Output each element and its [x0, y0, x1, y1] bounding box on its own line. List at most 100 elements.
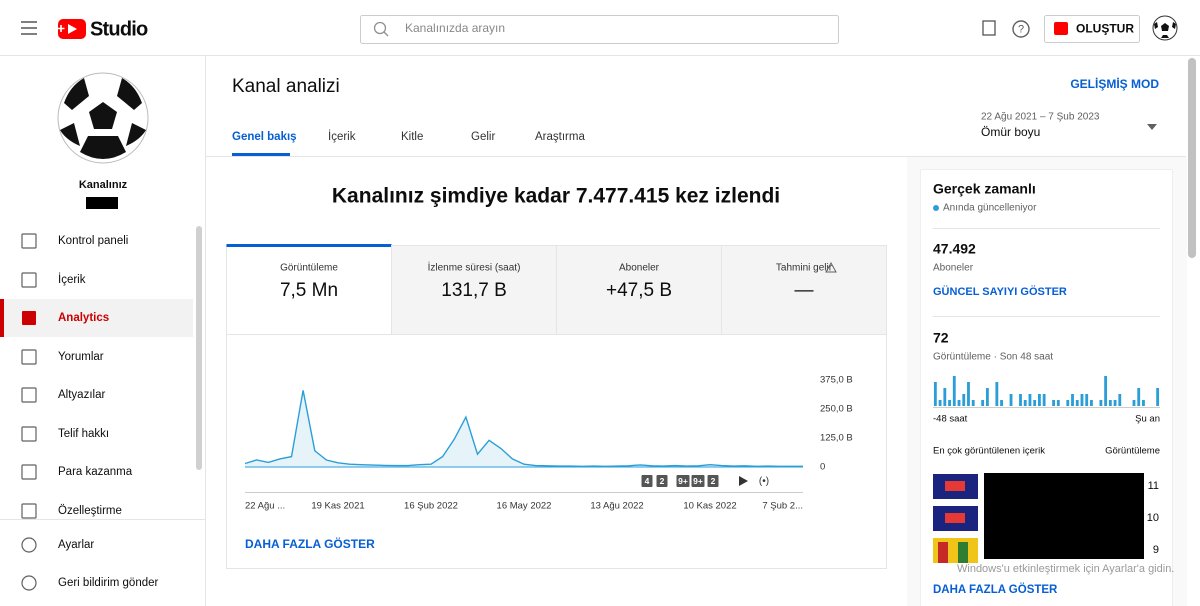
- realtime-show-more[interactable]: DAHA FAZLA GÖSTER: [933, 583, 1058, 596]
- chart-badge-label: 9+: [678, 476, 688, 486]
- nav-icon[interactable]: [21, 426, 37, 442]
- bar: [1108, 400, 1112, 406]
- chart-badge[interactable]: [676, 475, 690, 487]
- metric-card[interactable]: [556, 245, 722, 335]
- search-placeholder[interactable]: Kanalınızda arayın: [405, 21, 505, 35]
- chart-badge[interactable]: [707, 475, 719, 487]
- live-marker[interactable]: (•): [759, 476, 769, 487]
- bar: [938, 400, 942, 406]
- bar: [943, 388, 947, 406]
- tab[interactable]: Gelir: [471, 131, 495, 143]
- thumbnails[interactable]: [933, 474, 978, 563]
- redacted: [86, 197, 118, 209]
- x-tick-label: 10 Kas 2022: [683, 501, 736, 512]
- x-tick-label: -48 saat: [933, 414, 968, 425]
- period-dropdown[interactable]: [1147, 124, 1157, 130]
- nav-icon[interactable]: [21, 537, 37, 553]
- nav-item[interactable]: Altyazılar: [58, 389, 105, 401]
- chart-badge[interactable]: [641, 475, 653, 487]
- nav-item[interactable]: Analytics: [58, 312, 109, 324]
- avatar-small[interactable]: [1152, 15, 1178, 41]
- watermark: Windows'u etkinleştirmek için Ayarlar'a …: [957, 563, 1174, 575]
- bar: [1113, 400, 1117, 406]
- create-label[interactable]: OLUŞTUR: [1076, 22, 1134, 36]
- chart-badge[interactable]: [656, 475, 668, 487]
- advanced-mode[interactable]: GELİŞMİŞ MOD: [1070, 76, 1159, 91]
- nav-icon[interactable]: [21, 349, 37, 365]
- bar: [1009, 394, 1013, 406]
- nav-icon[interactable]: [21, 387, 37, 403]
- realtime-status: Anında güncelleniyor: [943, 203, 1037, 214]
- bar: [1028, 394, 1032, 406]
- nav-icon[interactable]: [21, 464, 37, 480]
- bar: [1132, 400, 1136, 406]
- bar: [952, 376, 956, 406]
- nav-icon[interactable]: [21, 233, 37, 249]
- tab[interactable]: Kitle: [401, 131, 423, 143]
- date-range[interactable]: 22 Ağu 2021 – 7 Şub 2023: [981, 112, 1100, 123]
- chart-badge-label: 9+: [693, 476, 703, 486]
- metric-card[interactable]: [721, 245, 887, 335]
- x-tick-label: 13 Ağu 2022: [590, 501, 643, 512]
- show-more[interactable]: DAHA FAZLA GÖSTER: [245, 536, 375, 551]
- nav-item[interactable]: Yorumlar: [58, 351, 104, 363]
- x-tick-label: Şu an: [1135, 414, 1160, 425]
- search-icon-handle: [383, 31, 389, 37]
- nav-item[interactable]: Para kazanma: [58, 466, 133, 478]
- nav-item[interactable]: Geri bildirim gönder: [58, 577, 159, 589]
- bar: [1142, 400, 1145, 406]
- scrollbar[interactable]: [1188, 58, 1196, 258]
- nav-icon[interactable]: [21, 272, 37, 288]
- bar: [1156, 388, 1160, 406]
- bar: [1023, 400, 1027, 406]
- top-content-value: 11: [1148, 480, 1159, 492]
- tab[interactable]: İçerik: [328, 130, 356, 143]
- bar: [971, 400, 975, 406]
- y-tick-label: 125,0 B: [820, 433, 853, 444]
- nav-item[interactable]: Kontrol paneli: [58, 235, 128, 247]
- x-tick-label: 19 Kas 2021: [311, 501, 364, 512]
- tab[interactable]: Araştırma: [535, 131, 585, 143]
- bar: [967, 382, 970, 406]
- y-tick-label: 250,0 B: [820, 404, 853, 415]
- bar: [1066, 400, 1070, 406]
- nav-icon[interactable]: [21, 575, 37, 591]
- play-marker[interactable]: [739, 476, 748, 486]
- nav-item[interactable]: Özelleştirme: [58, 505, 122, 517]
- create-button[interactable]: [1044, 15, 1140, 43]
- subtitles-icon[interactable]: [982, 20, 996, 36]
- bar: [1085, 394, 1089, 406]
- y-tick-label: 375,0 B: [820, 375, 853, 386]
- metric-card[interactable]: [391, 245, 557, 335]
- bar: [948, 400, 951, 406]
- chart-badge-label: 4: [645, 476, 650, 486]
- chart-badge[interactable]: [691, 475, 705, 487]
- show-count[interactable]: GÜNCEL SAYIYI GÖSTER: [933, 285, 1067, 298]
- menu-button[interactable]: [21, 21, 37, 35]
- channel-avatar[interactable]: [57, 72, 149, 164]
- sidebar-scrollbar[interactable]: [196, 226, 202, 470]
- nav-active-bar: [0, 299, 4, 337]
- top-content-metric: Görüntüleme: [1105, 446, 1160, 457]
- bar: [1104, 376, 1108, 406]
- metric-card[interactable]: [226, 245, 392, 335]
- nav-item[interactable]: İçerik: [58, 273, 86, 286]
- metric-selected: [226, 244, 392, 247]
- logo-text[interactable]: Studio: [90, 18, 149, 40]
- bar: [985, 388, 989, 406]
- x-tick-label: 22 Ağu ...: [245, 501, 285, 512]
- nav-icon[interactable]: [22, 311, 36, 325]
- nav-item[interactable]: Telif hakkı: [58, 428, 109, 440]
- tab-underline: [232, 153, 290, 156]
- tab[interactable]: Genel bakış: [232, 131, 297, 143]
- nav-item[interactable]: Ayarlar: [58, 539, 94, 551]
- help-icon[interactable]: [1012, 20, 1030, 38]
- period[interactable]: Ömür boyu: [981, 125, 1040, 139]
- search-box[interactable]: [360, 15, 839, 44]
- page-title: Kanal analizi: [232, 76, 340, 97]
- nav-icon[interactable]: [21, 503, 37, 519]
- channel-name: Kanalınız: [79, 179, 128, 191]
